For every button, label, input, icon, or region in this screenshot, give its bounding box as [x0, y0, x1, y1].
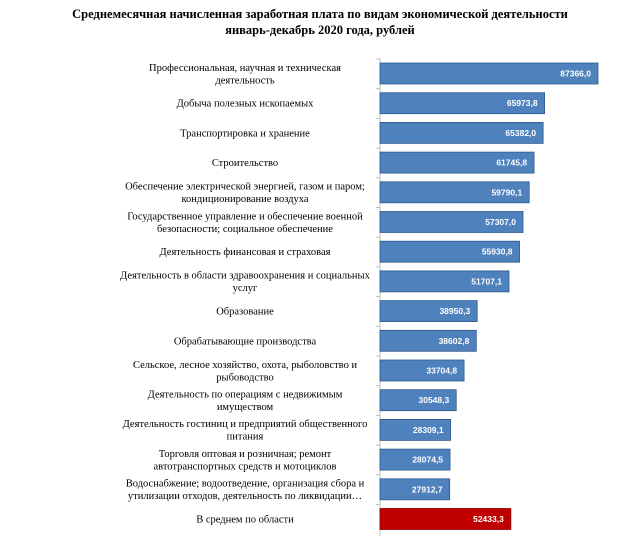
bar-value-label: 30548,3 — [418, 395, 449, 405]
bar — [379, 478, 451, 501]
bar-value-label: 61745,8 — [496, 158, 527, 168]
category-label: Государственное управление и обеспечение… — [127, 211, 363, 235]
category-label: Обрабатывающие производства — [174, 336, 317, 347]
category-label: Профессиональная, научная и техническая д… — [149, 63, 341, 87]
bar — [379, 448, 451, 471]
chart-title: Среднемесячная начисленная заработная пл… — [72, 7, 568, 21]
bar — [379, 329, 477, 352]
bar-value-label: 27912,7 — [412, 484, 443, 494]
category-label: Торговля оптовая и розничная; ремонт авто… — [153, 449, 336, 473]
bar-value-label: 28309,1 — [413, 425, 444, 435]
bar — [379, 92, 546, 115]
bar — [379, 122, 544, 144]
bar — [379, 389, 457, 412]
category-label: Транспортировка и хранение — [180, 128, 310, 139]
bar-value-label: 65382,0 — [505, 128, 536, 138]
bar — [379, 418, 452, 441]
category-label: Деятельность по операциям с недвижимым им… — [148, 389, 343, 413]
bar — [379, 270, 510, 293]
bar — [379, 181, 530, 204]
bar-value-label: 38602,8 — [439, 336, 470, 346]
category-label: Деятельность финансовая и страховая — [160, 247, 331, 258]
bar-average — [379, 508, 512, 530]
category-label: В среднем по области — [196, 515, 294, 526]
category-label: Строительство — [212, 158, 278, 169]
bar-value-label: 51707,1 — [471, 276, 502, 286]
category-label: Добыча полезных ископаемых — [177, 99, 315, 110]
bar-value-label: 57307,0 — [485, 217, 516, 227]
category-label: Образование — [216, 307, 274, 318]
bar — [379, 211, 524, 233]
bar — [379, 151, 535, 174]
bar — [379, 62, 599, 85]
bar-value-label: 52433,3 — [473, 514, 504, 524]
bar-value-label: 65973,8 — [507, 98, 538, 108]
chart-subtitle: январь-декабрь 2020 года, рублей — [225, 23, 415, 37]
bar — [379, 359, 465, 382]
bar-value-label: 55930,8 — [482, 247, 513, 257]
category-label: Обеспечение электрической энергией, газо… — [125, 182, 365, 206]
bar-value-label: 87366,0 — [560, 69, 591, 79]
category-label: Сельское, лесное хозяйство, охота, рыбол… — [133, 360, 358, 384]
bar-value-label: 33704,8 — [426, 366, 457, 376]
bar — [379, 300, 478, 323]
bar-value-label: 59790,1 — [491, 187, 522, 197]
bar-value-label: 38950,3 — [439, 306, 470, 316]
category-label: Деятельность в области здравоохранения и… — [120, 271, 370, 295]
category-label: Деятельность гостиниц и предприятий обще… — [123, 419, 368, 443]
bar — [379, 240, 520, 263]
bar-value-label: 28074,5 — [412, 455, 443, 465]
category-label: Водоснабжение; водоотведение, организаци… — [126, 479, 365, 503]
